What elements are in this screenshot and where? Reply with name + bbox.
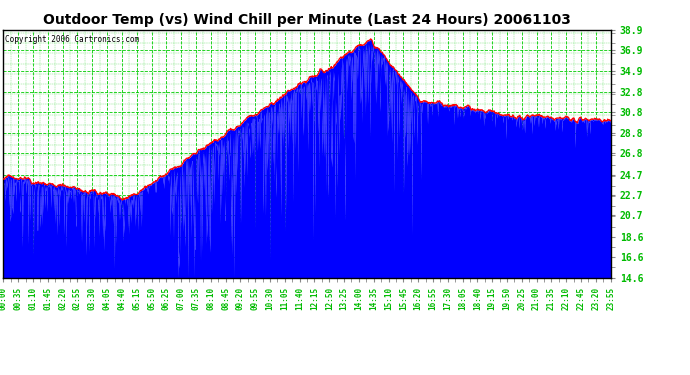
Title: Outdoor Temp (vs) Wind Chill per Minute (Last 24 Hours) 20061103: Outdoor Temp (vs) Wind Chill per Minute … — [43, 13, 571, 27]
Text: Copyright 2006 Cartronics.com: Copyright 2006 Cartronics.com — [5, 35, 139, 44]
